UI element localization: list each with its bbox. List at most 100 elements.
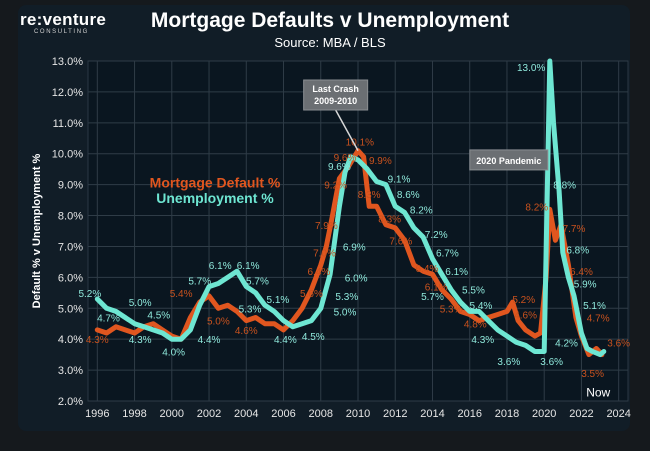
x-tick-label: 2014 [420,408,444,420]
legend-mortgage-default: Mortgage Default % [150,175,281,191]
data-label: 6.8% [566,246,589,257]
annotation-pointer [334,109,359,151]
data-label: 5.4% [469,301,492,312]
data-label: 4.2% [555,338,578,349]
data-label: 6.1% [445,267,468,278]
data-label: 5.6% [300,289,323,300]
x-tick-label: 2002 [197,408,221,420]
unemployment-line [94,58,607,358]
x-tick-label: 1998 [122,408,146,420]
data-label: 4.0% [162,348,185,359]
data-label: 5.9% [574,280,597,291]
data-label: 5.2% [78,289,101,300]
x-tick-label: 2012 [383,408,407,420]
data-label: 3.6% [607,338,630,349]
data-label: 7.6% [389,236,412,247]
data-label: 8.6% [397,190,420,201]
chart-subtitle: Source: MBA / BLS [274,35,386,50]
data-label: 4.3% [471,335,494,346]
data-label: 9.6% [334,153,357,164]
data-label: 8.2% [410,205,433,216]
data-label: 4.6% [235,326,258,337]
data-label: 8.3% [378,215,401,226]
logo-tagline: CONSULTING [34,29,89,35]
data-label: 5.1% [583,301,606,312]
data-label: 9.2% [324,181,347,192]
data-label: 4.4% [198,335,221,346]
data-label: 9.6% [328,162,351,173]
y-tick-label: 7.0% [58,241,83,253]
data-label: 5.4% [170,289,193,300]
x-tick-label: 2018 [495,408,519,420]
x-tick-label: 2000 [160,408,184,420]
y-axis-label: Default % v Unemployment % [31,153,43,308]
company-logo: re:venture CONSULTING [20,10,106,35]
data-label: 8.3% [358,190,381,201]
data-label: 5.0% [207,317,230,328]
x-tick-label: 2010 [346,408,370,420]
data-label: 5.7% [246,276,269,287]
data-label: 6.1% [425,283,448,294]
data-label: 4.5% [147,310,170,321]
x-tick-label: 2008 [309,408,333,420]
x-tick-label: 2024 [606,408,630,420]
x-tick-label: 2020 [532,408,556,420]
data-label: 3.6% [540,357,563,368]
data-label: 6.1% [209,261,232,272]
data-label: 4.5% [302,332,325,343]
x-tick-label: 2016 [457,408,481,420]
data-label: 7.2% [425,230,448,241]
data-label: 8.2% [525,202,548,213]
annotation-text-last-crash: 2009-2010 [314,96,357,106]
x-tick-label: 2006 [271,408,295,420]
data-label: 6.1% [237,261,260,272]
y-tick-label: 8.0% [58,211,83,223]
data-label: 5.3% [440,304,463,315]
data-label: 5.3% [335,292,358,303]
data-label: 4.6% [514,310,537,321]
y-tick-label: 4.0% [58,334,83,346]
chart-title: Mortgage Defaults v Unemployment [150,9,510,32]
y-tick-label: 10.0% [52,149,83,161]
data-label: 6.7% [436,249,459,260]
data-label: 5.0% [334,307,357,318]
annotation-text-pandemic: 2020 Pandemic [476,156,541,166]
x-tick-label: 1996 [85,408,109,420]
data-label: 7.7% [563,224,586,235]
data-label: 6.4% [570,267,593,278]
data-label: 7.0% [313,249,336,260]
x-tick-label: 2022 [569,408,593,420]
y-tick-label: 6.0% [58,272,83,284]
data-label: 5.3% [239,304,262,315]
y-tick-label: 9.0% [58,180,83,192]
y-tick-label: 12.0% [52,87,83,99]
mortgage-default-line [94,148,605,358]
x-tick-label: 2004 [234,408,258,420]
data-label: 4.3% [86,335,109,346]
data-label: 4.8% [464,320,487,331]
data-label: 6.4% [415,264,438,275]
annotation-text-last-crash: Last Crash [312,84,359,94]
data-label: 6.4% [307,267,330,278]
data-label: 5.2% [512,295,535,306]
data-label: 4.7% [587,314,610,325]
data-label: 5.7% [188,276,211,287]
y-tick-label: 13.0% [52,56,83,68]
data-label: 6.9% [343,242,366,253]
now-label: Now [586,385,610,399]
legend-unemployment: Unemployment % [156,190,274,206]
y-tick-label: 2.0% [58,396,83,408]
data-label: 4.4% [274,335,297,346]
data-label: 5.1% [267,295,290,306]
data-label: 5.7% [421,292,444,303]
data-label: 5.5% [462,286,485,297]
data-label: 13.0% [517,63,545,74]
data-label: 4.7% [97,314,120,325]
data-label: 8.8% [553,181,576,192]
data-label: 9.1% [388,174,411,185]
data-label: 4.3% [129,335,152,346]
annotation-box-pandemic [469,149,549,171]
data-label: 5.0% [129,298,152,309]
y-tick-label: 5.0% [58,303,83,315]
data-label: 10.1% [346,137,374,148]
